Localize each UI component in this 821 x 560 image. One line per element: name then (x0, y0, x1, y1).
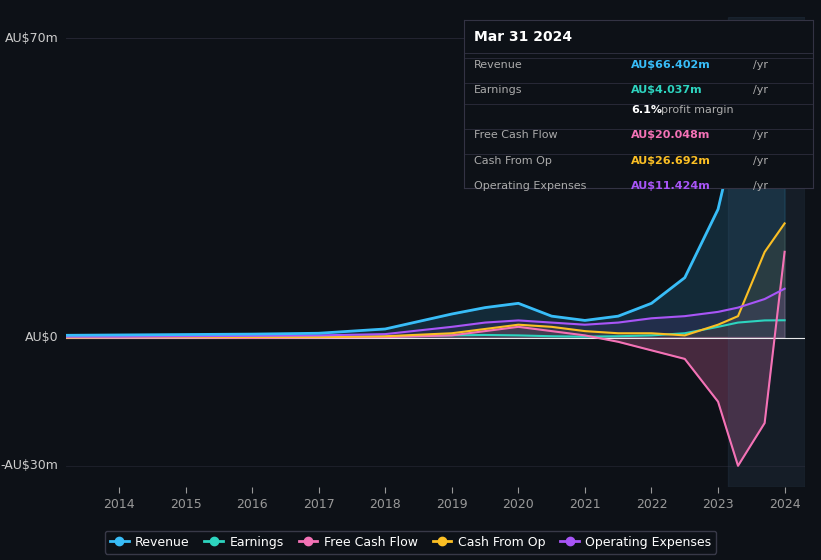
Text: AU$20.048m: AU$20.048m (631, 130, 711, 141)
Text: /yr: /yr (754, 181, 768, 191)
Bar (728, 17, 805, 487)
Text: Operating Expenses: Operating Expenses (475, 181, 587, 191)
Text: /yr: /yr (754, 85, 768, 95)
Text: AU$26.692m: AU$26.692m (631, 156, 711, 166)
Text: /yr: /yr (754, 156, 768, 166)
Text: AU$0: AU$0 (25, 331, 58, 344)
Text: Mar 31 2024: Mar 31 2024 (475, 30, 572, 44)
Text: AU$70m: AU$70m (5, 32, 58, 45)
Legend: Revenue, Earnings, Free Cash Flow, Cash From Op, Operating Expenses: Revenue, Earnings, Free Cash Flow, Cash … (105, 531, 716, 554)
Text: Free Cash Flow: Free Cash Flow (475, 130, 558, 141)
Text: Revenue: Revenue (475, 60, 523, 70)
Text: -AU$30m: -AU$30m (1, 459, 58, 472)
Text: /yr: /yr (754, 60, 768, 70)
Text: profit margin: profit margin (661, 105, 734, 115)
Text: AU$4.037m: AU$4.037m (631, 85, 703, 95)
Text: Cash From Op: Cash From Op (475, 156, 553, 166)
Text: /yr: /yr (754, 130, 768, 141)
Text: 6.1%: 6.1% (631, 105, 663, 115)
Text: AU$11.424m: AU$11.424m (631, 181, 711, 191)
Text: AU$66.402m: AU$66.402m (631, 60, 711, 70)
Text: Earnings: Earnings (475, 85, 523, 95)
